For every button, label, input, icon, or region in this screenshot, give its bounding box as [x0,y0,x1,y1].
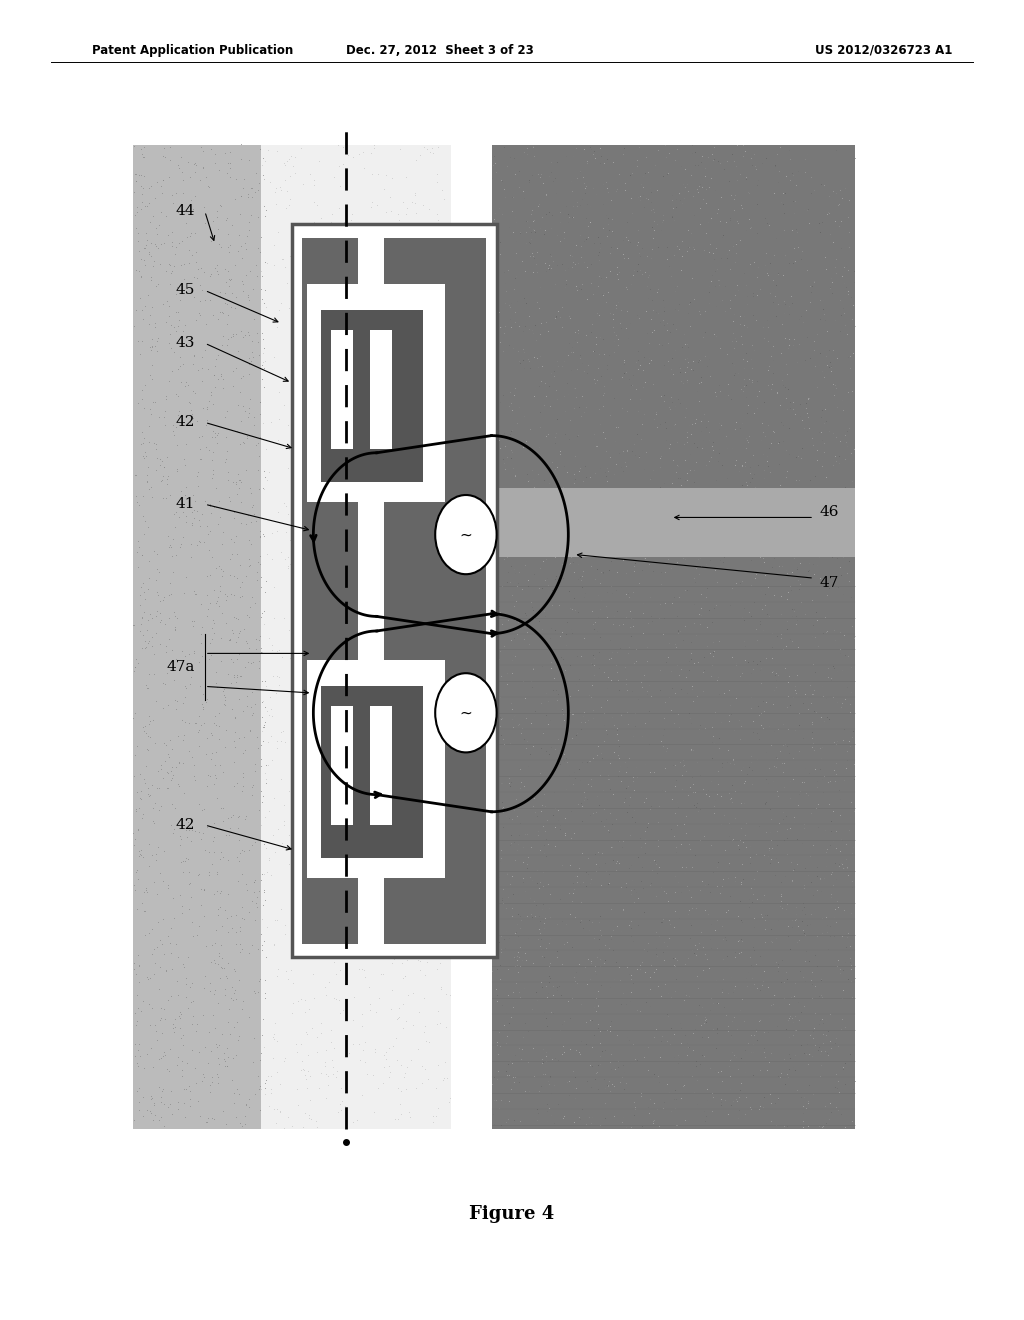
Text: 45: 45 [175,284,195,297]
Text: 41: 41 [175,498,195,511]
Text: 42: 42 [175,818,195,832]
Circle shape [435,495,497,574]
Text: ~: ~ [460,705,472,721]
Text: ~: ~ [460,527,472,543]
Bar [370,330,392,449]
Text: Figure 4: Figure 4 [469,1205,555,1224]
Text: 42: 42 [175,416,195,429]
Bar [302,238,486,944]
Bar [492,488,855,557]
Bar [492,145,855,1129]
Text: 44: 44 [175,205,195,218]
Bar [321,686,423,858]
Text: 47a: 47a [166,660,195,673]
Bar [133,145,266,1129]
Bar [292,224,497,957]
Bar [370,706,392,825]
Bar [261,145,451,1129]
Text: 43: 43 [175,337,195,350]
Bar [358,238,384,944]
Text: US 2012/0326723 A1: US 2012/0326723 A1 [815,44,952,57]
Bar [321,310,423,482]
Bar [331,706,353,825]
Bar [307,284,445,502]
Text: 46: 46 [819,506,839,519]
Text: Dec. 27, 2012  Sheet 3 of 23: Dec. 27, 2012 Sheet 3 of 23 [346,44,535,57]
Circle shape [435,673,497,752]
Bar [307,660,445,878]
Text: Patent Application Publication: Patent Application Publication [92,44,294,57]
Bar [331,330,353,449]
Text: 47: 47 [819,577,839,590]
